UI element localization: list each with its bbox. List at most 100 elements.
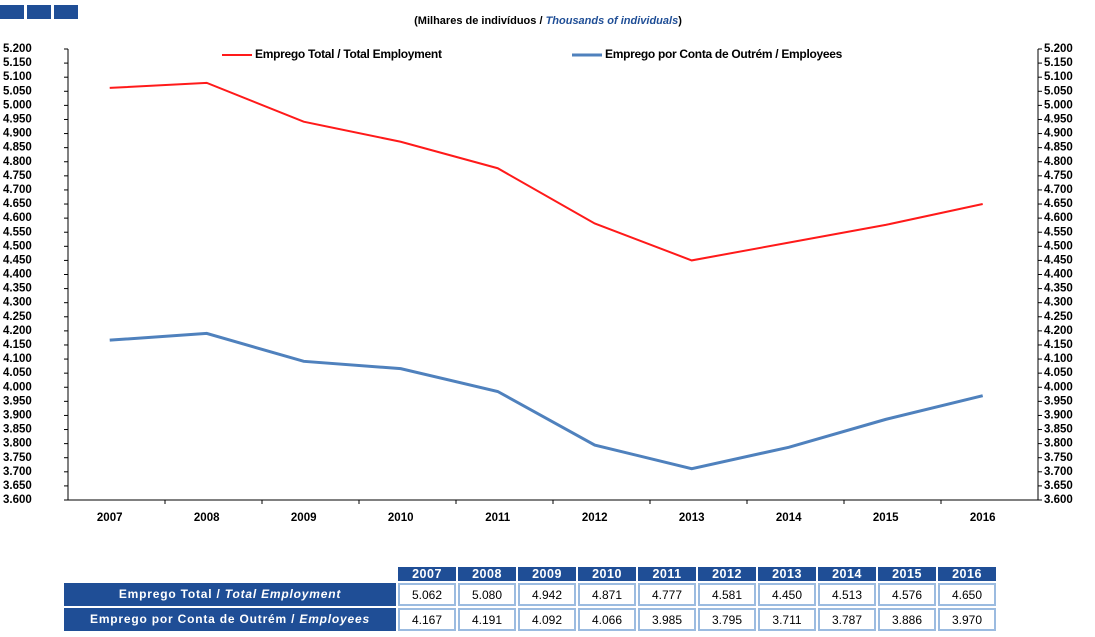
legend-label: Emprego por Conta de Outrém / Employees	[605, 47, 843, 61]
header-cell: 2015	[878, 567, 936, 581]
y2-tick-label: 5.050	[1044, 85, 1073, 97]
line-series	[109, 81, 983, 262]
y-tick-label: 4.800	[3, 156, 32, 168]
x-tick-label: 2008	[194, 512, 220, 524]
value-cell: 4.777	[638, 583, 696, 606]
y-tick-label: 5.100	[3, 71, 32, 83]
y-tick-label: 4.900	[3, 128, 32, 140]
value-cell: 3.970	[938, 608, 996, 631]
row-label-en: Employees	[299, 612, 370, 626]
value-cell: 5.062	[398, 583, 456, 606]
y2-tick-label: 4.750	[1044, 170, 1073, 182]
header-cell: 2009	[518, 567, 576, 581]
y2-tick-label: 5.150	[1044, 57, 1073, 69]
y2-tick-label: 5.000	[1044, 99, 1073, 111]
y-tick-label: 4.100	[3, 353, 32, 365]
y2-tick-label: 3.900	[1044, 409, 1073, 421]
y2-tick-label: 3.950	[1044, 395, 1073, 407]
value-cell: 4.650	[938, 583, 996, 606]
logo-block	[0, 5, 24, 19]
value-cell: 4.871	[578, 583, 636, 606]
logo-block	[27, 5, 51, 19]
y-tick-label: 3.750	[3, 452, 32, 464]
y2-tick-label: 3.800	[1044, 438, 1073, 450]
value-cell: 4.513	[818, 583, 876, 606]
legend-label: Emprego Total / Total Employment	[255, 47, 442, 61]
data-row: Emprego Total / Total Employment 5.062 5.0…	[64, 583, 996, 606]
y2-tick-label: 4.650	[1044, 198, 1073, 210]
x-tick-label: 2016	[970, 512, 996, 524]
row-label: Emprego Total / Total Employment	[64, 583, 396, 606]
y-tick-label: 4.050	[3, 367, 32, 379]
y2-tick-label: 4.250	[1044, 311, 1073, 323]
x-tick-label: 2011	[485, 512, 511, 524]
y2-tick-label: 4.000	[1044, 381, 1073, 393]
header-cell: 2008	[458, 567, 516, 581]
y2-tick-label: 4.500	[1044, 240, 1073, 252]
header-cell: 2014	[818, 567, 876, 581]
y2-tick-label: 3.700	[1044, 466, 1073, 478]
y-tick-label: 5.050	[3, 85, 32, 97]
y2-tick-label: 3.750	[1044, 452, 1073, 464]
value-cell: 3.795	[698, 608, 756, 631]
y-tick-label: 3.950	[3, 395, 32, 407]
subtitle-en: Thousands of individuals	[546, 15, 679, 27]
y2-tick-label: 4.200	[1044, 325, 1073, 337]
row-label-pt: Emprego Total /	[118, 587, 225, 601]
data-table: 2007 2008 2009 2010 2011 2012 2013 2014 2015 2016…	[62, 565, 998, 633]
y-tick-label: 3.850	[3, 424, 32, 436]
data-row: Emprego por Conta de Outrém / Employees 4…	[64, 608, 996, 631]
y-tick-label: 3.600	[3, 494, 32, 506]
x-tick-label: 2012	[582, 512, 608, 524]
y2-tick-label: 4.450	[1044, 254, 1073, 266]
y2-tick-label: 4.550	[1044, 226, 1073, 238]
y-tick-label: 4.750	[3, 170, 32, 182]
header-cell: 2011	[638, 567, 696, 581]
y2-tick-label: 4.400	[1044, 269, 1073, 281]
x-tick-label: 2015	[873, 512, 899, 524]
y-tick-label: 4.450	[3, 254, 32, 266]
y-tick-label: 4.600	[3, 212, 32, 224]
value-cell: 4.066	[578, 608, 636, 631]
row-label-pt: Emprego por Conta de Outrém /	[90, 612, 300, 626]
y-tick-label: 4.850	[3, 142, 32, 154]
y2-tick-label: 4.700	[1044, 184, 1073, 196]
x-tick-label: 2013	[679, 512, 705, 524]
y-tick-label: 4.400	[3, 269, 32, 281]
y-tick-label: 3.650	[3, 480, 32, 492]
value-cell: 4.576	[878, 583, 936, 606]
subtitle: (Milhares de indivíduos / Thousands of i…	[414, 15, 682, 27]
y-tick-label: 5.200	[3, 43, 32, 55]
y2-tick-label: 4.850	[1044, 142, 1073, 154]
y2-tick-label: 3.850	[1044, 424, 1073, 436]
x-tick-label: 2007	[97, 512, 123, 524]
value-cell: 3.787	[818, 608, 876, 631]
y2-tick-label: 4.050	[1044, 367, 1073, 379]
value-cell: 4.450	[758, 583, 816, 606]
header-row: 2007 2008 2009 2010 2011 2012 2013 2014 2015 2016	[64, 567, 996, 581]
value-cell: 3.886	[878, 608, 936, 631]
subtitle-end: )	[678, 15, 682, 27]
y-tick-label: 5.150	[3, 57, 32, 69]
value-cell: 3.711	[758, 608, 816, 631]
y-tick-label: 4.250	[3, 311, 32, 323]
x-tick-label: 2010	[388, 512, 414, 524]
y-tick-label: 4.500	[3, 240, 32, 252]
y2-tick-label: 5.200	[1044, 43, 1073, 55]
y2-tick-label: 4.100	[1044, 353, 1073, 365]
y-tick-label: 3.800	[3, 438, 32, 450]
header-cell: 2016	[938, 567, 996, 581]
header-cell: 2013	[758, 567, 816, 581]
y-tick-label: 4.300	[3, 297, 32, 309]
y-tick-label: 5.000	[3, 99, 32, 111]
value-cell: 5.080	[458, 583, 516, 606]
y2-tick-label: 4.350	[1044, 283, 1073, 295]
value-cell: 4.942	[518, 583, 576, 606]
blank-cell	[64, 567, 396, 581]
y2-tick-label: 3.600	[1044, 494, 1073, 506]
row-label: Emprego por Conta de Outrém / Employees	[64, 608, 396, 631]
chart: (Milhares de indivíduos / Thousands of i…	[0, 5, 1073, 524]
y-tick-label: 4.950	[3, 114, 32, 126]
y2-tick-label: 4.300	[1044, 297, 1073, 309]
